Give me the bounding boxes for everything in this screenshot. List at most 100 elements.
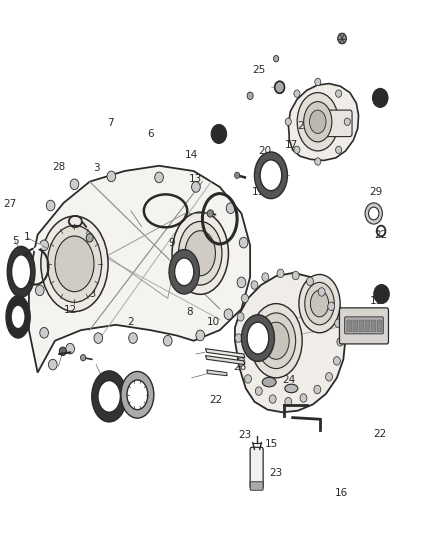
Ellipse shape (6, 296, 30, 338)
Ellipse shape (47, 225, 102, 302)
Text: 28: 28 (52, 162, 65, 172)
Ellipse shape (368, 207, 379, 220)
Text: 16: 16 (335, 488, 348, 498)
Circle shape (191, 182, 200, 192)
FancyBboxPatch shape (347, 320, 352, 332)
Circle shape (300, 394, 307, 402)
Text: 23: 23 (269, 469, 283, 478)
Ellipse shape (172, 212, 229, 294)
Circle shape (372, 88, 388, 108)
Polygon shape (207, 370, 227, 376)
FancyBboxPatch shape (371, 320, 376, 332)
Circle shape (237, 313, 244, 321)
Circle shape (239, 237, 248, 248)
Ellipse shape (169, 249, 199, 294)
FancyBboxPatch shape (359, 320, 364, 332)
Text: 26: 26 (233, 362, 247, 372)
Circle shape (66, 343, 74, 354)
Ellipse shape (254, 152, 287, 199)
Ellipse shape (250, 304, 302, 378)
Circle shape (344, 118, 350, 125)
Circle shape (333, 357, 340, 365)
Circle shape (46, 200, 55, 211)
Circle shape (269, 395, 276, 403)
Ellipse shape (311, 290, 328, 317)
Ellipse shape (11, 305, 25, 328)
Circle shape (292, 271, 299, 280)
Polygon shape (205, 356, 245, 365)
Ellipse shape (299, 274, 340, 333)
Circle shape (285, 398, 292, 406)
Circle shape (328, 302, 335, 311)
Ellipse shape (305, 282, 334, 325)
Ellipse shape (297, 93, 339, 151)
FancyBboxPatch shape (250, 447, 263, 489)
Circle shape (49, 359, 57, 370)
Circle shape (155, 172, 163, 183)
Circle shape (241, 294, 248, 303)
Circle shape (107, 171, 116, 182)
Circle shape (244, 375, 251, 383)
Circle shape (307, 277, 314, 286)
Text: 17: 17 (285, 140, 298, 150)
Circle shape (285, 118, 291, 125)
Circle shape (314, 385, 321, 394)
Text: 25: 25 (252, 66, 265, 75)
Text: 18: 18 (363, 314, 376, 325)
FancyBboxPatch shape (339, 308, 389, 344)
Circle shape (81, 354, 86, 361)
Text: 12: 12 (64, 305, 77, 315)
Text: 22: 22 (209, 395, 222, 405)
Circle shape (374, 285, 389, 304)
Circle shape (255, 387, 262, 395)
Ellipse shape (365, 203, 382, 224)
Circle shape (315, 158, 321, 165)
Circle shape (224, 309, 233, 319)
Text: 7: 7 (107, 118, 114, 128)
FancyBboxPatch shape (377, 320, 382, 332)
FancyBboxPatch shape (365, 320, 370, 332)
Polygon shape (288, 84, 359, 160)
Ellipse shape (247, 322, 269, 354)
Circle shape (129, 333, 138, 343)
Text: 13: 13 (189, 174, 202, 184)
Text: 6: 6 (147, 129, 154, 139)
Circle shape (262, 273, 269, 281)
Circle shape (94, 333, 102, 343)
Ellipse shape (260, 160, 282, 191)
Circle shape (211, 124, 227, 143)
Circle shape (59, 347, 66, 356)
Text: 5: 5 (12, 236, 18, 246)
Circle shape (70, 179, 79, 190)
FancyBboxPatch shape (353, 320, 358, 332)
Ellipse shape (241, 315, 275, 361)
Circle shape (338, 33, 346, 44)
Text: 4: 4 (12, 256, 18, 266)
Ellipse shape (92, 371, 127, 422)
FancyBboxPatch shape (345, 317, 383, 334)
Circle shape (35, 285, 44, 296)
Text: 10: 10 (207, 317, 220, 327)
Circle shape (335, 319, 342, 327)
Text: 21: 21 (298, 121, 311, 131)
Ellipse shape (179, 221, 222, 285)
Ellipse shape (175, 258, 194, 286)
Ellipse shape (55, 236, 94, 292)
Text: 22: 22 (374, 429, 387, 439)
Text: 15: 15 (265, 439, 279, 449)
Text: 29: 29 (369, 187, 382, 197)
Ellipse shape (304, 102, 332, 142)
Text: 3: 3 (93, 164, 99, 173)
Circle shape (234, 172, 240, 179)
Polygon shape (29, 166, 250, 373)
Circle shape (163, 335, 172, 346)
Text: 23: 23 (83, 289, 96, 299)
Text: 19: 19 (370, 296, 383, 306)
Circle shape (336, 90, 342, 98)
Polygon shape (205, 349, 245, 358)
Circle shape (337, 337, 344, 346)
Circle shape (274, 55, 279, 62)
Circle shape (247, 92, 253, 100)
Text: 20: 20 (259, 146, 272, 156)
Text: 27: 27 (3, 199, 16, 209)
